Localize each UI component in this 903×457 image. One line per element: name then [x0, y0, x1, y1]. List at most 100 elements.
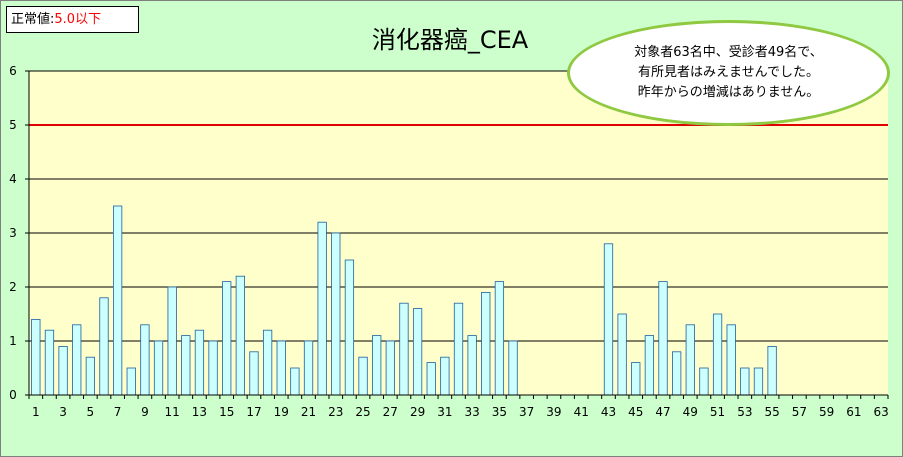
x-tick-label-5: 5 — [87, 405, 95, 419]
bar-11 — [167, 286, 177, 396]
x-tick-label-57: 57 — [792, 405, 807, 419]
bar-2 — [44, 329, 55, 396]
bar-36 — [508, 340, 518, 396]
normal-range-label: 正常値: — [11, 12, 55, 27]
y-tick-label-4: 4 — [9, 172, 17, 186]
bar-24 — [344, 259, 355, 396]
bar-17 — [249, 351, 259, 396]
bar-1 — [31, 318, 41, 396]
x-tick-label-39: 39 — [546, 405, 561, 419]
bar-48 — [672, 351, 682, 396]
callout-line-1: 対象者63名中、受診者49名で、 — [634, 45, 823, 60]
x-tick-label-49: 49 — [683, 405, 698, 419]
x-tick-label-37: 37 — [519, 405, 534, 419]
x-tick-label-47: 47 — [655, 405, 670, 419]
bar-8 — [126, 367, 136, 396]
bar-19 — [276, 340, 286, 396]
bar-23 — [331, 232, 341, 396]
bar-28 — [399, 302, 409, 396]
bar-49 — [685, 324, 695, 396]
bar-54 — [753, 367, 764, 396]
y-tick-label-2: 2 — [9, 280, 17, 294]
bar-21 — [303, 340, 314, 396]
normal-range-box: 正常値:5.0以下 — [6, 6, 139, 33]
bar-12 — [181, 335, 191, 396]
y-tick-label-3: 3 — [9, 226, 17, 240]
bar-52 — [726, 324, 736, 396]
x-tick-label-33: 33 — [464, 405, 479, 419]
x-tick-label-3: 3 — [59, 405, 67, 419]
bar-55 — [767, 345, 777, 396]
bar-22 — [317, 221, 327, 396]
bar-25 — [358, 356, 368, 396]
x-tick-label-41: 41 — [574, 405, 589, 419]
bar-27 — [385, 340, 395, 396]
y-tick-label-0: 0 — [9, 388, 17, 402]
bar-53 — [740, 367, 750, 396]
bar-18 — [262, 329, 273, 396]
x-tick-label-11: 11 — [165, 405, 180, 419]
bar-35 — [494, 281, 505, 396]
x-tick-label-25: 25 — [355, 405, 370, 419]
bar-14 — [208, 340, 218, 396]
bar-9 — [140, 324, 150, 396]
x-tick-label-15: 15 — [219, 405, 234, 419]
bar-33 — [467, 335, 477, 396]
chart-title: 消化器癌_CEA — [371, 26, 529, 54]
x-tick-label-35: 35 — [492, 405, 507, 419]
x-tick-label-9: 9 — [141, 405, 149, 419]
x-tick-label-1: 1 — [32, 405, 40, 419]
x-tick-label-13: 13 — [192, 405, 207, 419]
x-tick-labels: 1 3 5 7 9 11 13 15 17 19 21 23 25 27 29 31 33 35 37 39 41 43 4… — [32, 405, 889, 419]
bar-44 — [617, 313, 627, 396]
axes — [25, 70, 889, 399]
bar-32 — [453, 302, 464, 396]
bar-34 — [481, 291, 491, 396]
x-tick-label-61: 61 — [846, 405, 861, 419]
x-tick-label-53: 53 — [737, 405, 752, 419]
bar-6 — [99, 297, 109, 396]
bar-46 — [644, 335, 655, 396]
bar-13 — [194, 329, 205, 396]
y-tick-label-5: 5 — [9, 118, 17, 132]
x-tick-label-55: 55 — [764, 405, 779, 419]
bar-30 — [426, 362, 436, 396]
bar-3 — [58, 345, 68, 396]
x-tick-label-27: 27 — [383, 405, 398, 419]
bar-5 — [85, 356, 95, 396]
normal-range-value: 5.0以下 — [54, 12, 102, 27]
bar-7 — [113, 205, 123, 396]
callout-line-2: 有所見者はみえませんでした。 — [638, 65, 819, 80]
bar-29 — [412, 308, 423, 396]
bar-51 — [712, 313, 723, 396]
bar-31 — [440, 356, 450, 396]
x-tick-label-21: 21 — [301, 405, 316, 419]
bar-15 — [222, 281, 232, 396]
x-tick-label-45: 45 — [628, 405, 643, 419]
x-tick-label-29: 29 — [410, 405, 425, 419]
bar-47 — [658, 281, 668, 396]
x-tick-label-31: 31 — [437, 405, 452, 419]
x-tick-label-19: 19 — [274, 405, 289, 419]
x-tick-label-23: 23 — [328, 405, 343, 419]
x-tick-label-63: 63 — [874, 405, 889, 419]
bar-26 — [372, 335, 382, 396]
x-tick-label-59: 59 — [819, 405, 834, 419]
callout-line-3: 昨年からの増減はありません。 — [637, 85, 820, 100]
x-tick-label-51: 51 — [710, 405, 725, 419]
bar-16 — [235, 275, 245, 396]
y-tick-label-6: 6 — [9, 64, 17, 78]
bar-45 — [631, 362, 641, 396]
x-tick-label-17: 17 — [246, 405, 261, 419]
y-tick-label-1: 1 — [9, 334, 17, 348]
bar-20 — [290, 367, 300, 396]
bars — [31, 205, 777, 396]
bar-43 — [603, 243, 614, 396]
x-tick-label-43: 43 — [601, 405, 616, 419]
bar-4 — [72, 324, 82, 396]
x-tick-label-7: 7 — [114, 405, 122, 419]
y-tick-labels: 0 1 2 3 4 5 6 — [9, 64, 17, 402]
summary-callout: 対象者63名中、受診者49名で、 有所見者はみえませんでした。 昨年からの増減は… — [567, 20, 890, 126]
bar-50 — [699, 367, 709, 396]
bar-10 — [153, 340, 164, 396]
